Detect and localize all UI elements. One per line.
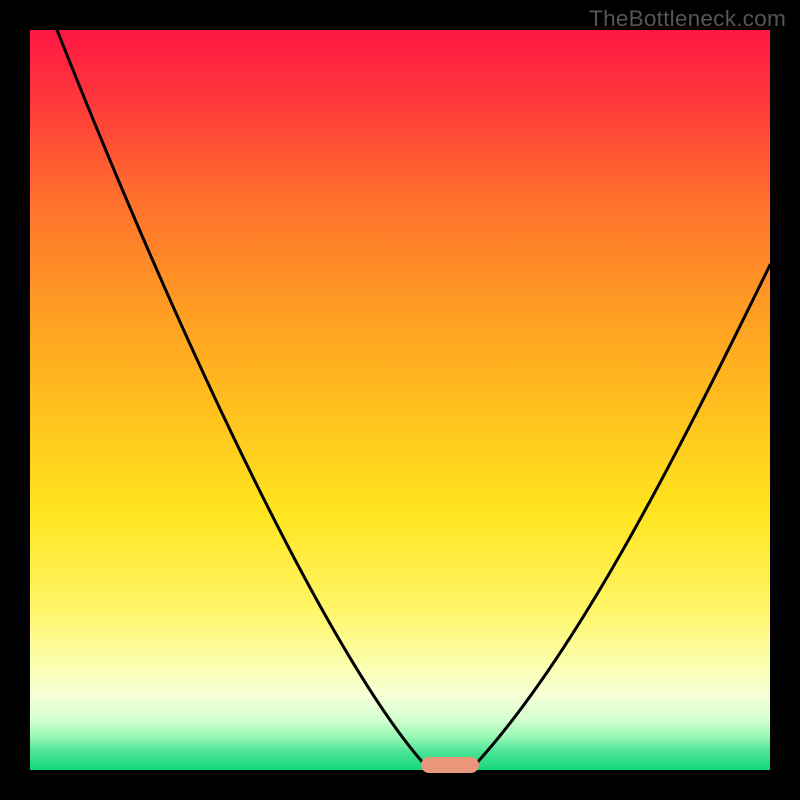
plot-area — [30, 30, 770, 770]
chart-container: TheBottleneck.com — [0, 0, 800, 800]
watermark-text: TheBottleneck.com — [589, 6, 786, 32]
optimal-marker — [421, 757, 479, 773]
bottleneck-curve — [30, 30, 770, 770]
